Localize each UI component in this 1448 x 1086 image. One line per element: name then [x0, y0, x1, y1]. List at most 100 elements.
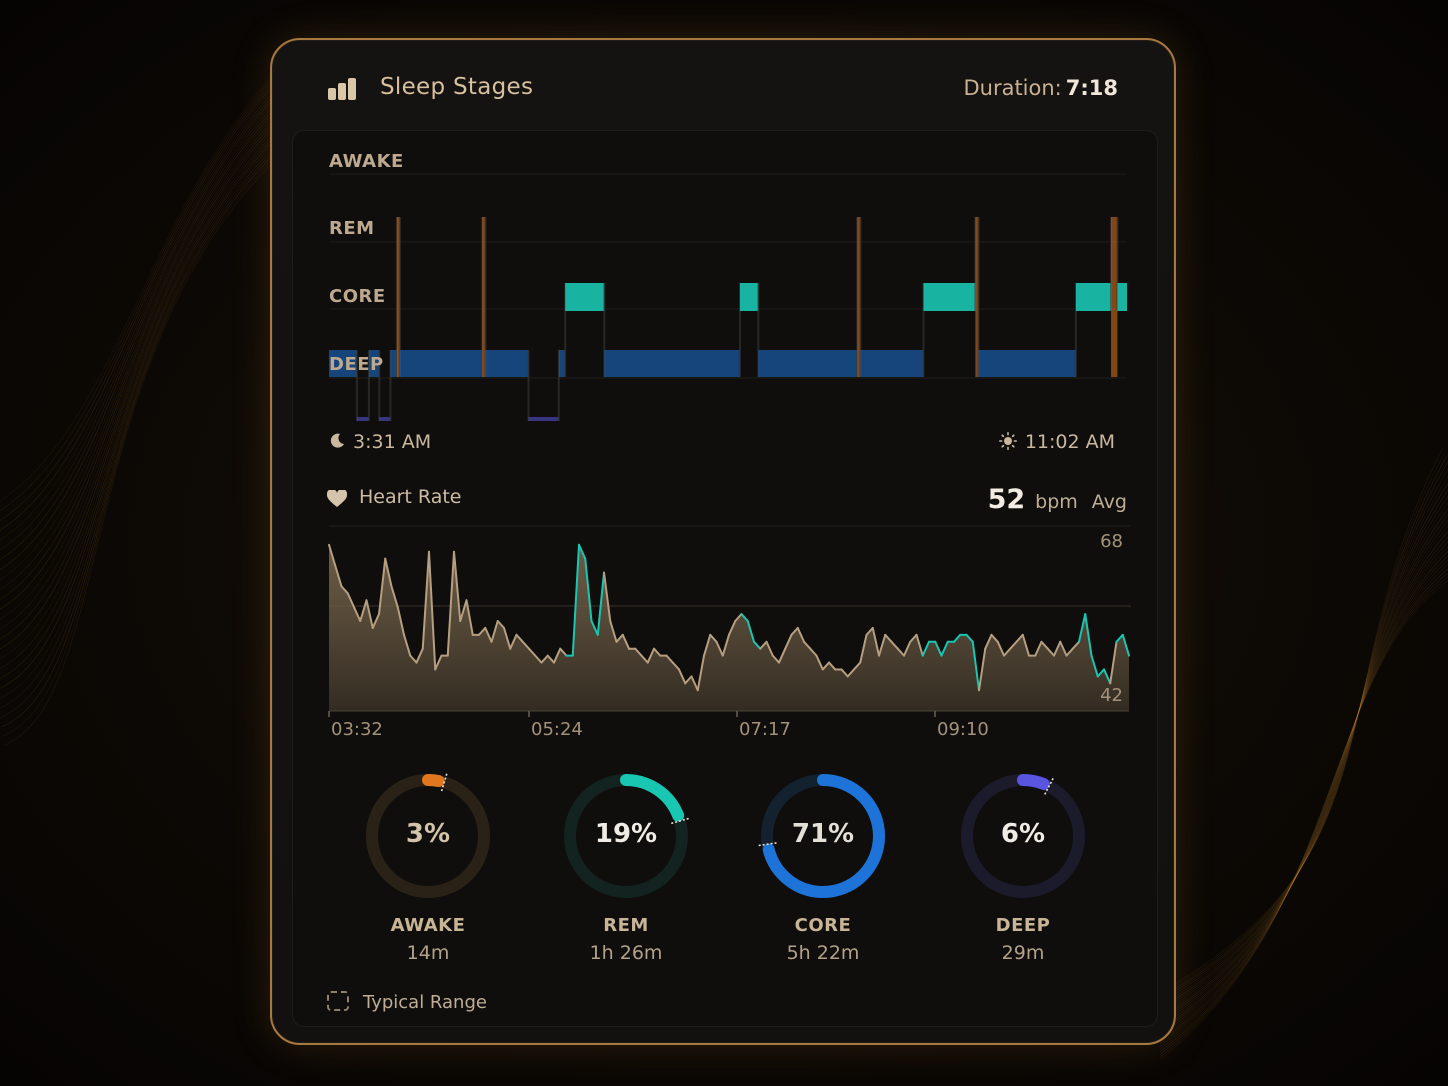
ring-rem-percent: 19%	[594, 819, 658, 849]
background-wave-line	[1159, 551, 1448, 1042]
background-wave-line	[0, 90, 311, 640]
background-wave-line	[1159, 468, 1448, 1004]
ring-deep[interactable]: 6% DEEP 29m	[958, 771, 1088, 964]
hr-line-segment	[903, 640, 912, 657]
stage-summary-rings: 3% AWAKE 14m 19% REM 1h 26m 71% CORE 5h …	[293, 771, 1157, 971]
stage-segment-core	[758, 350, 858, 377]
background-wave-line	[0, 68, 311, 580]
hr-line-segment	[765, 640, 774, 657]
background-wave-line	[1159, 514, 1448, 1023]
hr-line-segment	[953, 633, 962, 643]
wake-time: 11:02 AM	[998, 431, 1115, 453]
hr-line-segment	[684, 675, 693, 685]
background-wave-line	[1, 122, 311, 728]
background-wave-line	[1159, 460, 1448, 1001]
background-wave-line	[0, 100, 311, 669]
hr-line-segment	[503, 626, 512, 650]
background-wave-line	[0, 57, 311, 551]
background-wave-line	[1159, 451, 1446, 996]
duration-value: 7:18	[1065, 76, 1118, 100]
hr-line-segment	[759, 640, 768, 650]
stage-segment-core	[978, 350, 1076, 377]
ring-awake-label: AWAKE	[390, 915, 466, 936]
hr-line-segment	[884, 633, 893, 643]
background-wave-line	[1159, 502, 1448, 1018]
background-wave-line	[1159, 536, 1448, 1034]
hr-line-segment	[709, 633, 718, 643]
hr-line-segment	[590, 620, 599, 636]
background-wave-line	[1159, 576, 1448, 1058]
hr-line-segment	[815, 654, 824, 671]
hr-line-segment	[934, 640, 943, 657]
hr-line-segment	[853, 661, 862, 671]
hr-line-segment	[396, 606, 405, 636]
hr-line-segment	[646, 647, 655, 664]
stage-segment-awake	[482, 217, 486, 377]
hr-line-segment	[459, 599, 468, 622]
background-wave-line	[0, 64, 311, 570]
hr-line-segment	[1065, 647, 1074, 657]
hr-line-segment	[615, 633, 624, 643]
hr-x-tick-label: 07:17	[739, 719, 791, 740]
sun-icon	[998, 432, 1017, 451]
bed-time: 3:31 AM	[329, 431, 431, 453]
card-header: Sleep Stages Duration: 7:18	[272, 40, 1174, 132]
hr-line-segment	[359, 599, 368, 622]
stage-segment-deep	[356, 417, 369, 421]
hr-line-segment	[596, 571, 605, 636]
background-wave-line	[1159, 541, 1448, 1036]
hr-line-segment	[840, 668, 849, 678]
background-wave-line	[0, 108, 311, 689]
hr-line-segment	[909, 633, 918, 643]
hr-line-segment	[1103, 668, 1112, 685]
hr-line-segment	[990, 633, 999, 643]
hr-line-segment	[778, 647, 787, 664]
stage-transition	[355, 350, 358, 421]
hr-line-segment	[453, 550, 462, 622]
ring-deep-percent: 6%	[1000, 819, 1046, 849]
hr-area	[329, 544, 1129, 711]
stage-transition	[859, 217, 862, 377]
hr-line-segment	[653, 647, 662, 657]
background-wave-line	[3, 126, 311, 737]
hr-line-segment	[340, 585, 349, 595]
hr-line-segment	[484, 626, 493, 643]
stage-transition	[389, 350, 392, 421]
hr-line-segment	[671, 661, 680, 671]
hr-x-tick-label: 03:32	[331, 719, 383, 740]
hr-line-segment	[496, 620, 505, 629]
ring-awake[interactable]: 3% AWAKE 14m	[363, 771, 493, 964]
bar-chart-icon	[328, 78, 356, 100]
ring-awake-duration: 14m	[406, 942, 450, 964]
hr-x-tick-label: 09:10	[937, 719, 989, 740]
heart-rate-qualifier: Avg	[1091, 491, 1127, 513]
ring-rem-graphic	[564, 774, 689, 898]
stage-segment-core	[329, 350, 357, 377]
hr-line-segment	[603, 571, 612, 622]
hr-line-segment	[365, 599, 374, 629]
hr-line-segment	[528, 647, 537, 657]
hr-line-segment	[328, 543, 337, 567]
hr-line-segment	[546, 654, 555, 664]
ring-core[interactable]: 71% CORE 5h 22m	[758, 771, 888, 964]
hr-line-segment	[796, 626, 805, 643]
hr-line-segment	[940, 640, 949, 657]
background-wave-line	[1159, 447, 1444, 993]
stage-segment-core	[485, 350, 529, 377]
background-wave-line	[1159, 496, 1448, 1015]
hr-line-segment	[890, 640, 899, 650]
hr-line-segment	[734, 613, 743, 622]
hr-line-segment	[553, 647, 562, 664]
background-wave-line	[0, 93, 311, 650]
ring-rem[interactable]: 19% REM 1h 26m	[561, 771, 691, 964]
background-wave-line	[1159, 560, 1448, 1047]
card-title: Sleep Stages	[380, 74, 534, 100]
background-wave-line	[1159, 520, 1448, 1026]
hr-line-segment	[715, 640, 724, 657]
hr-line-segment	[428, 550, 437, 671]
hr-line-segment	[378, 557, 387, 616]
stage-segment-rem	[565, 283, 605, 311]
hr-line-segment	[803, 640, 812, 650]
hr-line-segment	[1053, 640, 1062, 657]
